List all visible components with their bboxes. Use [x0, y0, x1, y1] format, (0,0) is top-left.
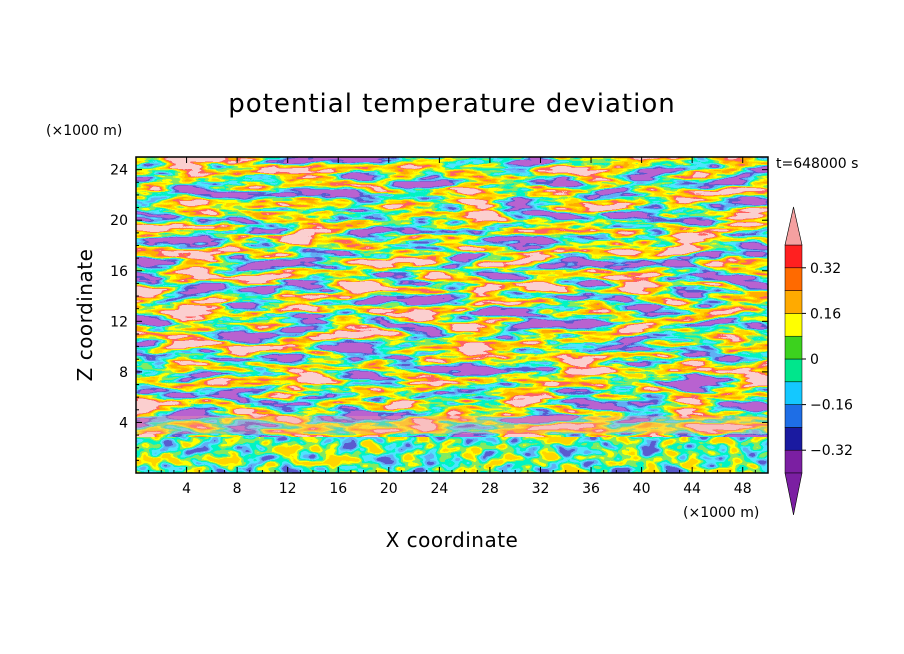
x-tick-label: 48	[734, 481, 752, 497]
contour-field	[136, 157, 768, 473]
x-tick-label: 12	[279, 481, 297, 497]
y-tick-label: 24	[110, 163, 128, 179]
colorbar-label: 0	[810, 352, 819, 368]
boundary-layer-band	[136, 416, 768, 434]
y-tick-label: 4	[119, 415, 128, 431]
x-tick-label: 40	[633, 481, 651, 497]
x-tick-label: 24	[430, 481, 448, 497]
x-tick-label: 20	[380, 481, 398, 497]
time-label: t=648000 s	[776, 156, 858, 172]
colorbar-label: 0.32	[810, 261, 841, 277]
y-tick-label: 12	[110, 314, 128, 330]
chart-title: potential temperature deviation	[228, 89, 675, 119]
colorbar-label: 0.16	[810, 306, 841, 322]
colorbar-segment	[784, 267, 803, 291]
x-unit-label: (×1000 m)	[683, 505, 759, 521]
colorbar-label: −0.32	[810, 443, 853, 459]
colorbar-segment	[784, 335, 803, 360]
colorbar-min-arrow	[784, 472, 803, 516]
y-tick-label: 16	[110, 264, 128, 280]
colorbar-segment	[784, 404, 803, 428]
x-tick-label: 28	[481, 481, 499, 497]
x-tick-label: 16	[329, 481, 347, 497]
colorbar: 0.32 0.16 0 −0.16 −0.32	[784, 206, 853, 516]
x-tick-label: 4	[182, 481, 191, 497]
colorbar-segment	[784, 358, 803, 383]
x-axis-label: X coordinate	[386, 528, 519, 552]
x-axis-ticks: 4 8 12 16 20 24 28 32 36 40 44 48	[148, 157, 756, 497]
colorbar-segment	[784, 381, 803, 405]
x-tick-label: 8	[233, 481, 242, 497]
colorbar-segment	[784, 313, 803, 337]
y-tick-label: 20	[110, 213, 128, 229]
colorbar-segment	[784, 449, 803, 474]
x-tick-label: 44	[683, 481, 701, 497]
x-tick-label: 36	[582, 481, 600, 497]
colorbar-segment	[784, 427, 803, 451]
y-axis-label: Z coordinate	[73, 249, 97, 382]
colorbar-max-arrow	[784, 206, 803, 246]
colorbar-segment	[784, 290, 803, 314]
colorbar-segment	[784, 244, 803, 269]
colorbar-label: −0.16	[810, 398, 853, 414]
y-axis-ticks: 4 8 12 16 20 24	[110, 163, 768, 461]
x-tick-label: 32	[532, 481, 550, 497]
y-unit-label: (×1000 m)	[46, 123, 122, 139]
y-tick-label: 8	[119, 365, 128, 381]
